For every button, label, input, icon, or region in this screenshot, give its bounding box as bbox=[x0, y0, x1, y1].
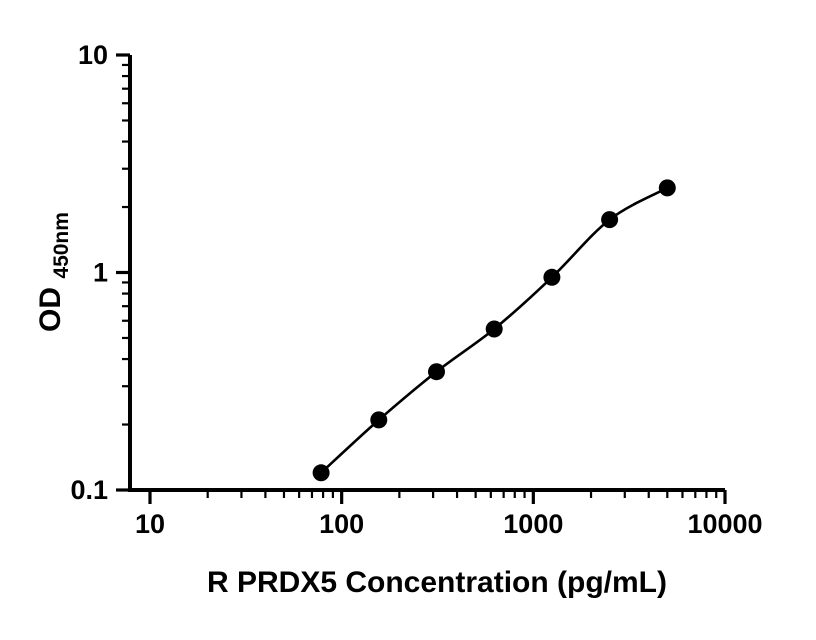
tick-marks bbox=[116, 53, 727, 504]
y-axis-title: OD 450nm bbox=[34, 212, 73, 332]
data-point bbox=[658, 179, 676, 197]
data-point bbox=[601, 211, 619, 229]
x-tick-label: 1000 bbox=[503, 509, 563, 539]
data-series bbox=[312, 179, 676, 482]
y-axis-title-main: OD bbox=[34, 287, 67, 332]
x-axis-title: R PRDX5 Concentration (pg/mL) bbox=[207, 566, 667, 599]
x-tick-label: 10000 bbox=[687, 509, 762, 539]
x-tick-label: 10 bbox=[135, 509, 165, 539]
data-point bbox=[428, 363, 445, 381]
y-axis-title-subscript: 450nm bbox=[50, 212, 73, 279]
data-point bbox=[543, 268, 561, 286]
y-tick-label: 1 bbox=[93, 258, 108, 288]
tick-labels: 10 100 1000 10000 0.1 1 10 bbox=[70, 40, 762, 539]
x-tick-label: 100 bbox=[319, 509, 364, 539]
y-tick-label: 0.1 bbox=[70, 475, 108, 505]
data-point bbox=[370, 411, 388, 429]
y-tick-label: 10 bbox=[78, 40, 108, 70]
data-point bbox=[485, 320, 503, 338]
axes bbox=[128, 55, 725, 492]
data-point bbox=[312, 464, 330, 482]
